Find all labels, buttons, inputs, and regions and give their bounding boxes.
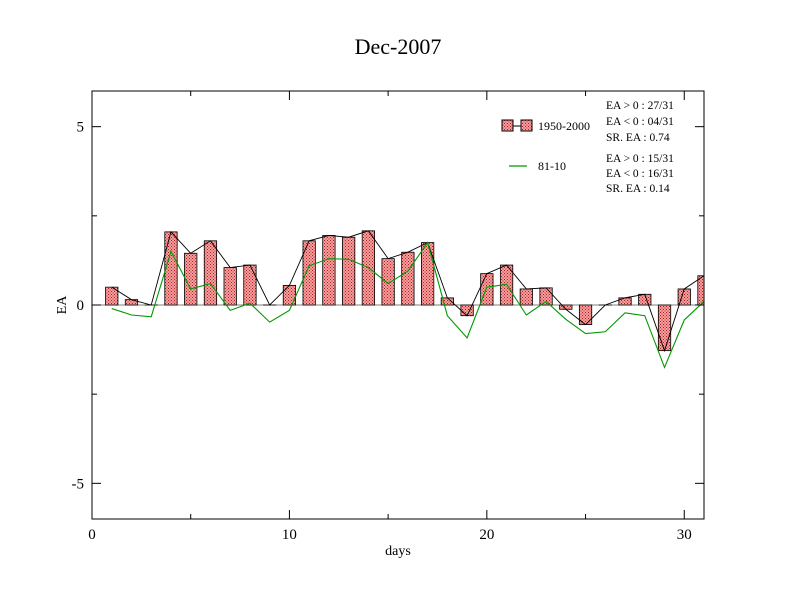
- bars-layer: [92, 230, 704, 352]
- bar-day-20: [480, 273, 494, 306]
- lines-layer: [111, 230, 704, 369]
- chart-title: Dec-2007: [355, 34, 442, 59]
- series-81-10-line: [111, 241, 704, 369]
- stats-1950-2000-positive: EA > 0 : 27/31: [606, 100, 674, 112]
- stats-81-10-positive: EA > 0 : 15/31: [606, 153, 674, 165]
- bar-day-10: [282, 284, 297, 306]
- stats-1950-2000-sr: SR. EA : 0.74: [606, 132, 670, 144]
- bar-day-12: [322, 235, 336, 306]
- x-tick-label: 20: [479, 527, 494, 543]
- legend-label-81-10: 81-10: [538, 159, 566, 173]
- ticks-layer: 0 10 20 30 -5 0 5: [72, 91, 704, 543]
- stats-81-10-sr: SR. EA : 0.14: [606, 183, 670, 195]
- bar-day-6: [203, 240, 218, 306]
- y-tick-label: 5: [77, 120, 85, 136]
- x-tick-label: 10: [282, 527, 297, 543]
- bar-day-23: [539, 287, 553, 306]
- bar-day-17: [421, 242, 435, 306]
- x-tick-label: 30: [677, 527, 692, 543]
- bar-day-5: [184, 252, 198, 306]
- bar-day-8: [243, 264, 257, 306]
- legend-bar-swatch-left: [501, 119, 514, 132]
- bar-day-7: [223, 267, 237, 306]
- bar-day-27: [618, 297, 632, 306]
- series-1950-2000-line: [111, 230, 704, 353]
- y-tick-label: 0: [77, 298, 85, 314]
- legend-bar-swatch-right: [520, 119, 533, 132]
- bar-day-16: [401, 251, 415, 306]
- y-axis-label: EA: [55, 295, 70, 315]
- x-tick-label: 0: [88, 527, 96, 543]
- x-axis-label: days: [385, 544, 411, 559]
- bar-day-29: [657, 304, 672, 352]
- stats-81-10-negative: EA < 0 : 16/31: [606, 168, 674, 180]
- bar-day-4: [164, 231, 178, 306]
- legend: 1950-2000 EA > 0 : 27/31 EA < 0 : 04/31 …: [501, 100, 674, 195]
- bar-day-22: [519, 288, 533, 306]
- bar-day-13: [342, 236, 356, 306]
- legend-label-1950-2000: 1950-2000: [538, 119, 590, 133]
- stats-1950-2000-negative: EA < 0 : 04/31: [606, 116, 674, 128]
- y-tick-label: -5: [72, 476, 85, 492]
- bar-day-15: [381, 258, 395, 306]
- bar-day-28: [638, 293, 652, 306]
